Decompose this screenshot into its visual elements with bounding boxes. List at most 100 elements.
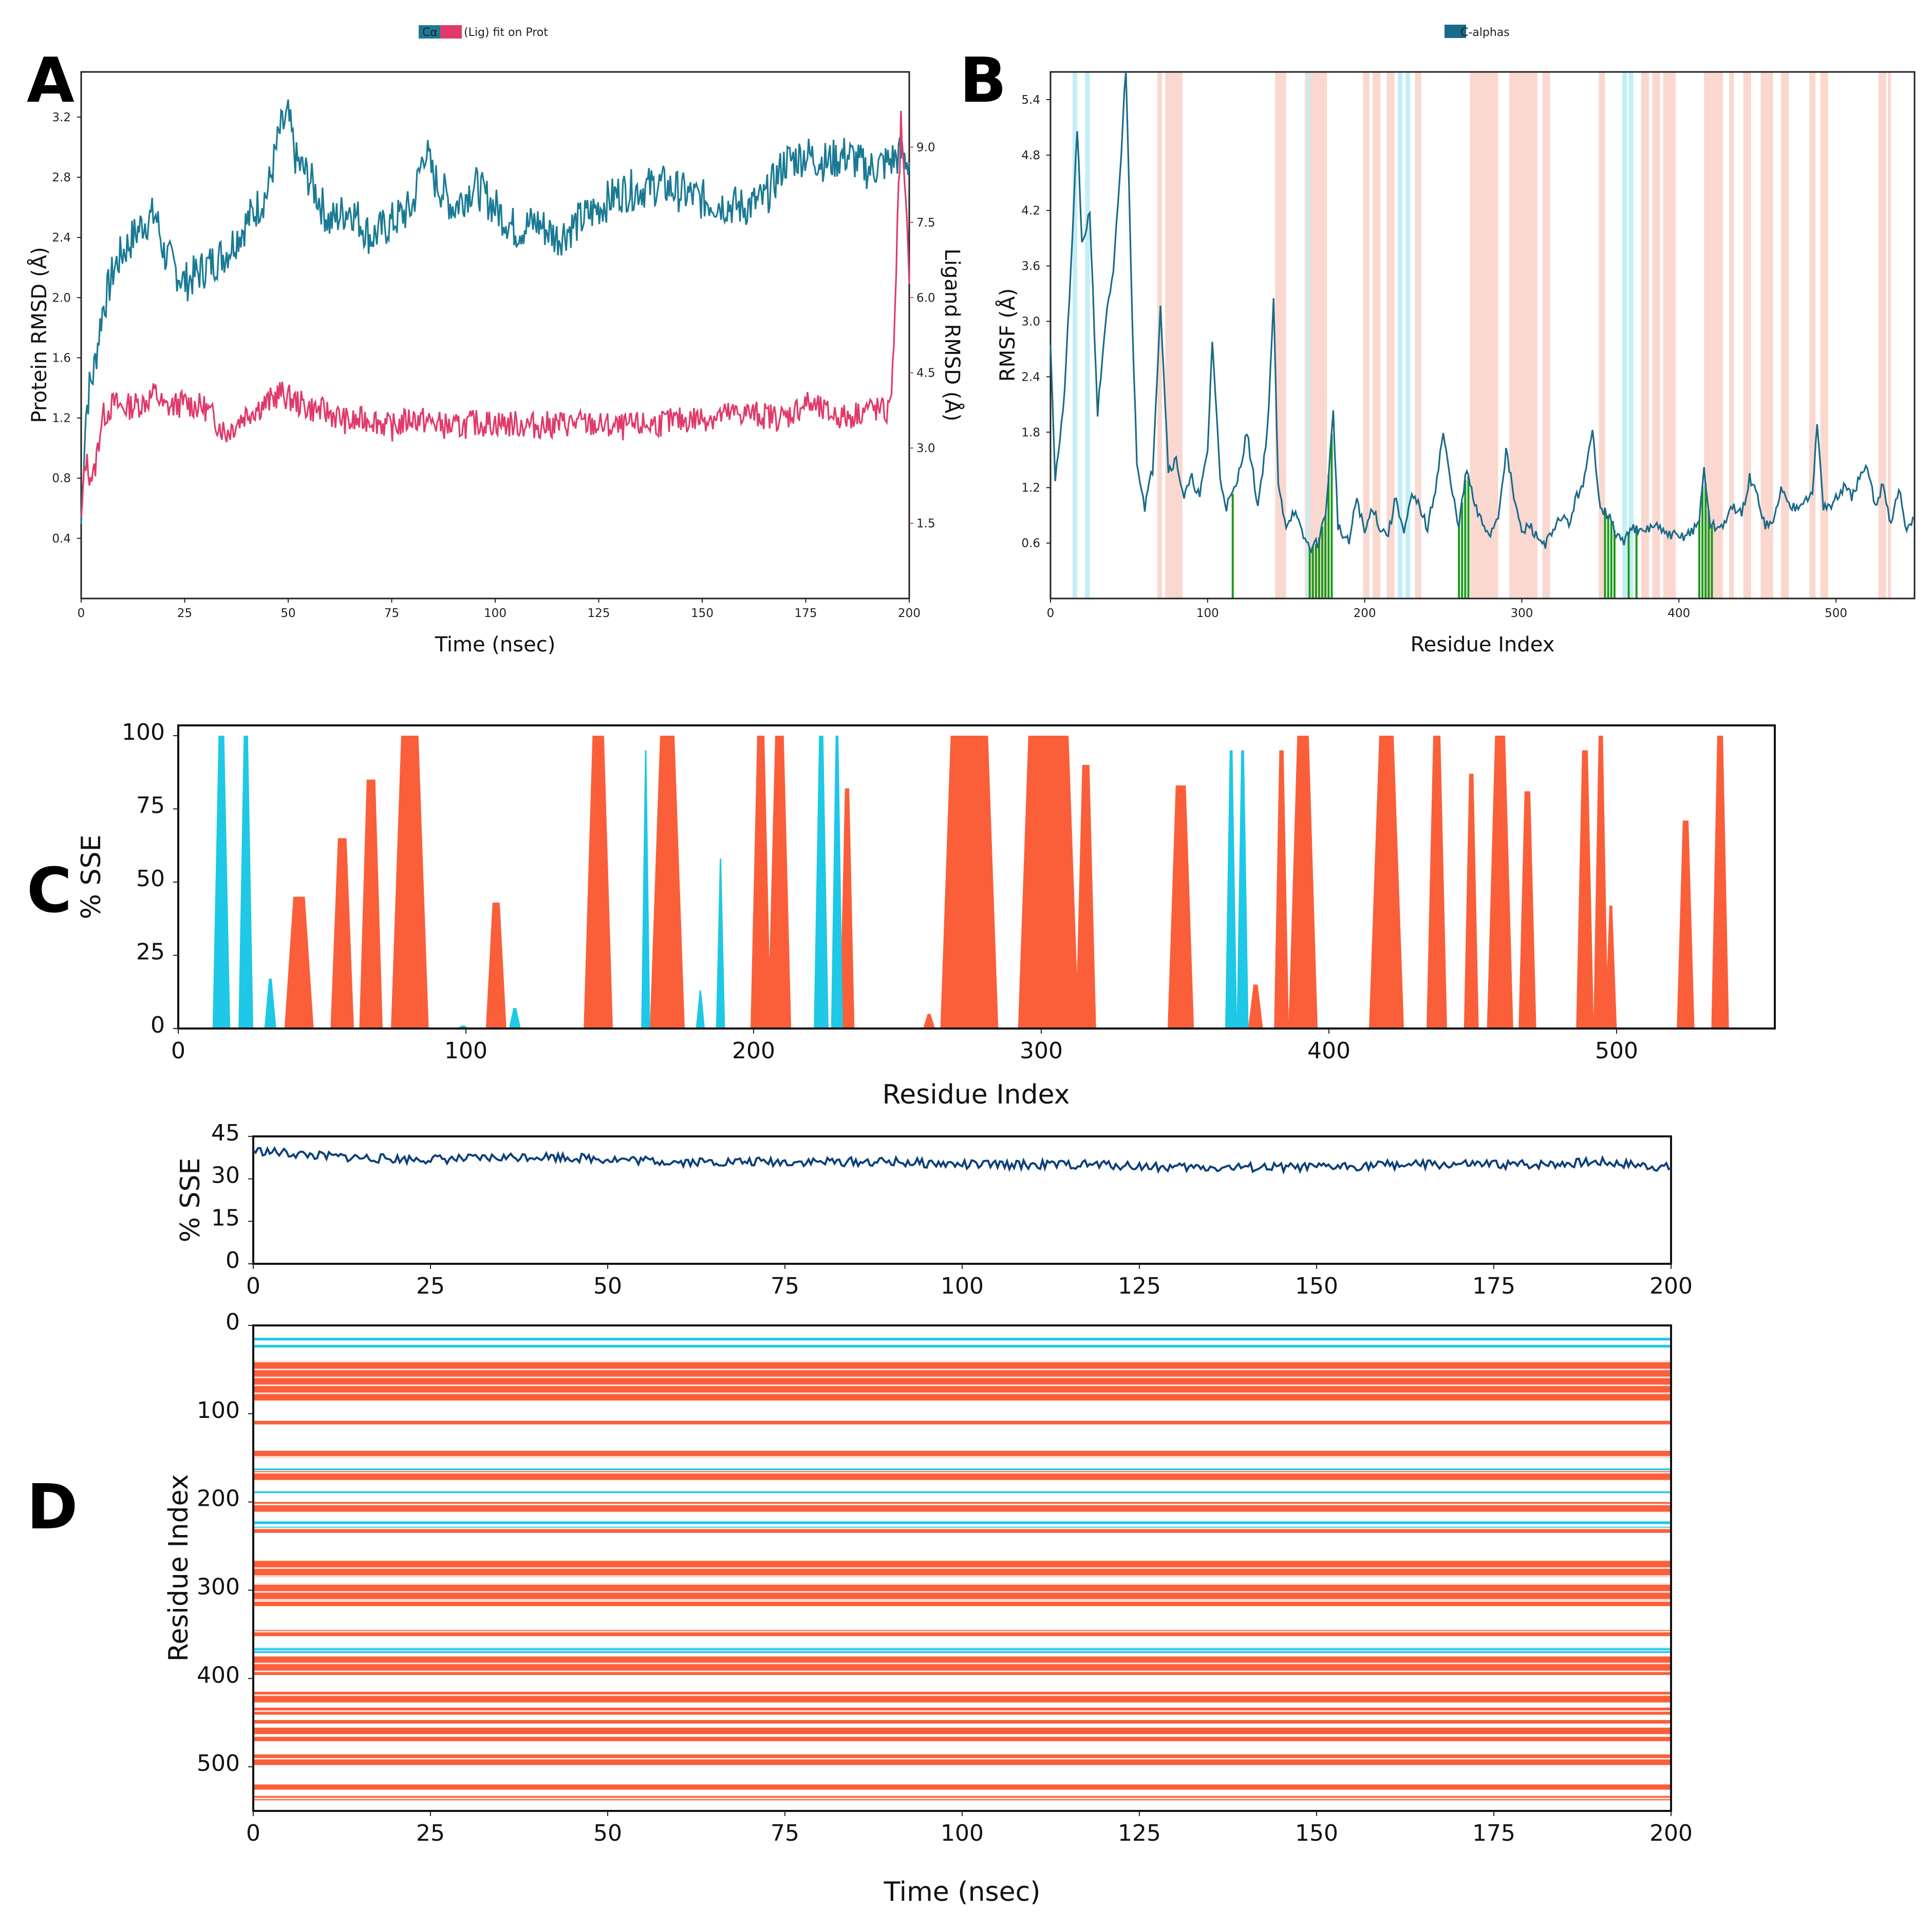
strand-area-peak	[831, 736, 843, 1029]
helix-area-peak	[1427, 736, 1447, 1029]
x-tick-label: 400	[1307, 1038, 1350, 1064]
helix-region-band	[1470, 72, 1498, 599]
panel-d-xlabel: Time (nsec)	[884, 1877, 1041, 1908]
panel-d-top-frame	[252, 1135, 1672, 1265]
residue-gap-stripe	[253, 1392, 1671, 1394]
panel-d-sse-heatmap: 0 25 50 75 100 125 150 175 200 0 100 200 300 400 500 T…	[163, 1309, 1693, 1908]
x-tick-label: 25	[416, 1820, 445, 1846]
residue-gap-stripe	[253, 1543, 1671, 1545]
helix-region-band	[1165, 72, 1183, 599]
residue-gap-stripe	[253, 1472, 1671, 1474]
helix-area-peak	[1487, 736, 1513, 1029]
strand-region-band	[1306, 72, 1310, 599]
residue-gap-stripe	[253, 1360, 1671, 1362]
helix-residue-band	[253, 1754, 1671, 1765]
panel-label-b: B	[960, 45, 1006, 117]
y-tick-label: 4.2	[1021, 204, 1040, 218]
residue-gap-stripe	[253, 1742, 1671, 1744]
helix-residue-band	[253, 1692, 1671, 1704]
helix-region-band	[1820, 72, 1828, 599]
x-tick-label: 0	[171, 1038, 185, 1064]
residue-gap-stripe	[253, 1694, 1671, 1696]
helix-region-band	[1372, 72, 1381, 599]
helix-region-band	[1888, 72, 1891, 599]
x-tick-label: 50	[280, 607, 295, 620]
x-tick-label: 150	[1295, 1820, 1338, 1846]
y-tick-label: 0	[226, 1309, 240, 1335]
strand-region-band	[1622, 72, 1627, 599]
residue-gap-stripe	[253, 1766, 1671, 1768]
x-tick-label: 200	[1354, 607, 1376, 620]
residue-gap-stripe	[253, 1424, 1671, 1426]
x-tick-label: 175	[1472, 1820, 1515, 1846]
x-tick-label: 175	[795, 607, 817, 620]
residue-gap-stripe	[253, 1464, 1671, 1466]
x-tick-label: 0	[1047, 607, 1055, 620]
residue-gap-stripe	[253, 1750, 1671, 1752]
strand-area-peak	[641, 750, 650, 1029]
x-tick-label: 50	[593, 1820, 622, 1846]
rmsf-line	[1049, 71, 1915, 554]
x-tick-label: 100	[941, 1273, 984, 1299]
residue-gap-stripe	[253, 1615, 1671, 1617]
panel-b-rmsf-chart: C-alphas 0 100 200 300 400 500 0.6 1.2 1.8 2.4 3.0…	[995, 25, 1916, 657]
residue-gap-stripe	[253, 1448, 1671, 1450]
helix-region-band	[1729, 72, 1734, 599]
y-tick-label: 6.0	[916, 291, 935, 305]
legend-label-ligand: (Lig) fit on Prot	[464, 26, 548, 39]
strand-residue-band	[253, 1651, 1671, 1653]
x-tick-label: 300	[1511, 607, 1533, 620]
helix-area-peak	[391, 736, 429, 1029]
residue-gap-stripe	[253, 1416, 1671, 1418]
y-tick-label: 2.4	[52, 231, 71, 245]
x-tick-label: 150	[1295, 1273, 1338, 1299]
residue-gap-stripe	[253, 1591, 1671, 1593]
legend-label-protein: Cα	[422, 26, 438, 39]
residue-gap-stripe	[253, 1678, 1671, 1680]
y-tick-label: 1.2	[52, 412, 71, 425]
strand-residue-band	[253, 1521, 1671, 1524]
helix-region-band	[1878, 72, 1886, 599]
y-tick-label: 1.2	[1021, 481, 1040, 495]
residue-gap-stripe	[253, 1583, 1671, 1585]
y-tick-label: 7.5	[916, 216, 935, 230]
helix-residue-band	[253, 1727, 1671, 1734]
y-tick-label: 2.0	[52, 291, 71, 305]
residue-gap-stripe	[253, 1527, 1671, 1529]
x-tick-label: 200	[898, 607, 921, 620]
y-tick-label: 50	[136, 866, 165, 892]
panel-a-ylabel: Protein RMSD (Å)	[27, 247, 51, 423]
helix-residue-band	[253, 1736, 1671, 1742]
y-tick-label: 5.4	[1021, 94, 1040, 107]
helix-region-band	[1781, 72, 1789, 599]
residue-gap-stripe	[253, 1710, 1671, 1712]
helix-region-band	[1363, 72, 1370, 599]
strand-region-band	[1397, 72, 1403, 599]
helix-region-band	[1652, 72, 1660, 599]
residue-gap-stripe	[253, 1798, 1671, 1800]
y-tick-label: 1.5	[916, 517, 935, 531]
strand-region-band	[1628, 72, 1634, 599]
helix-region-band	[1415, 72, 1421, 599]
legend-swatch-calpha	[1445, 25, 1466, 38]
strand-area-peak	[814, 736, 829, 1029]
y-tick-label: 0.4	[52, 532, 71, 546]
y-tick-label: 200	[197, 1486, 240, 1512]
y-tick-label: 3.0	[916, 442, 935, 455]
protein-rmsd-line	[80, 99, 910, 524]
residue-gap-stripe	[253, 1647, 1671, 1649]
legend-swatch-ligand	[440, 25, 462, 39]
residue-gap-stripe	[253, 1408, 1671, 1410]
y-tick-label: 9.0	[916, 141, 935, 154]
helix-area-peak	[1677, 820, 1695, 1029]
helix-area-peak	[1248, 984, 1263, 1029]
residue-gap-stripe	[253, 1559, 1671, 1561]
y-tick-label: 300	[197, 1574, 240, 1600]
residue-gap-stripe	[253, 1686, 1671, 1688]
helix-region-band	[1509, 72, 1538, 599]
x-tick-label: 100	[1196, 607, 1219, 620]
panel-a-frame	[80, 71, 910, 600]
residue-gap-stripe	[253, 1607, 1671, 1609]
panel-b-ylabel: RMSF (Å)	[995, 288, 1020, 382]
